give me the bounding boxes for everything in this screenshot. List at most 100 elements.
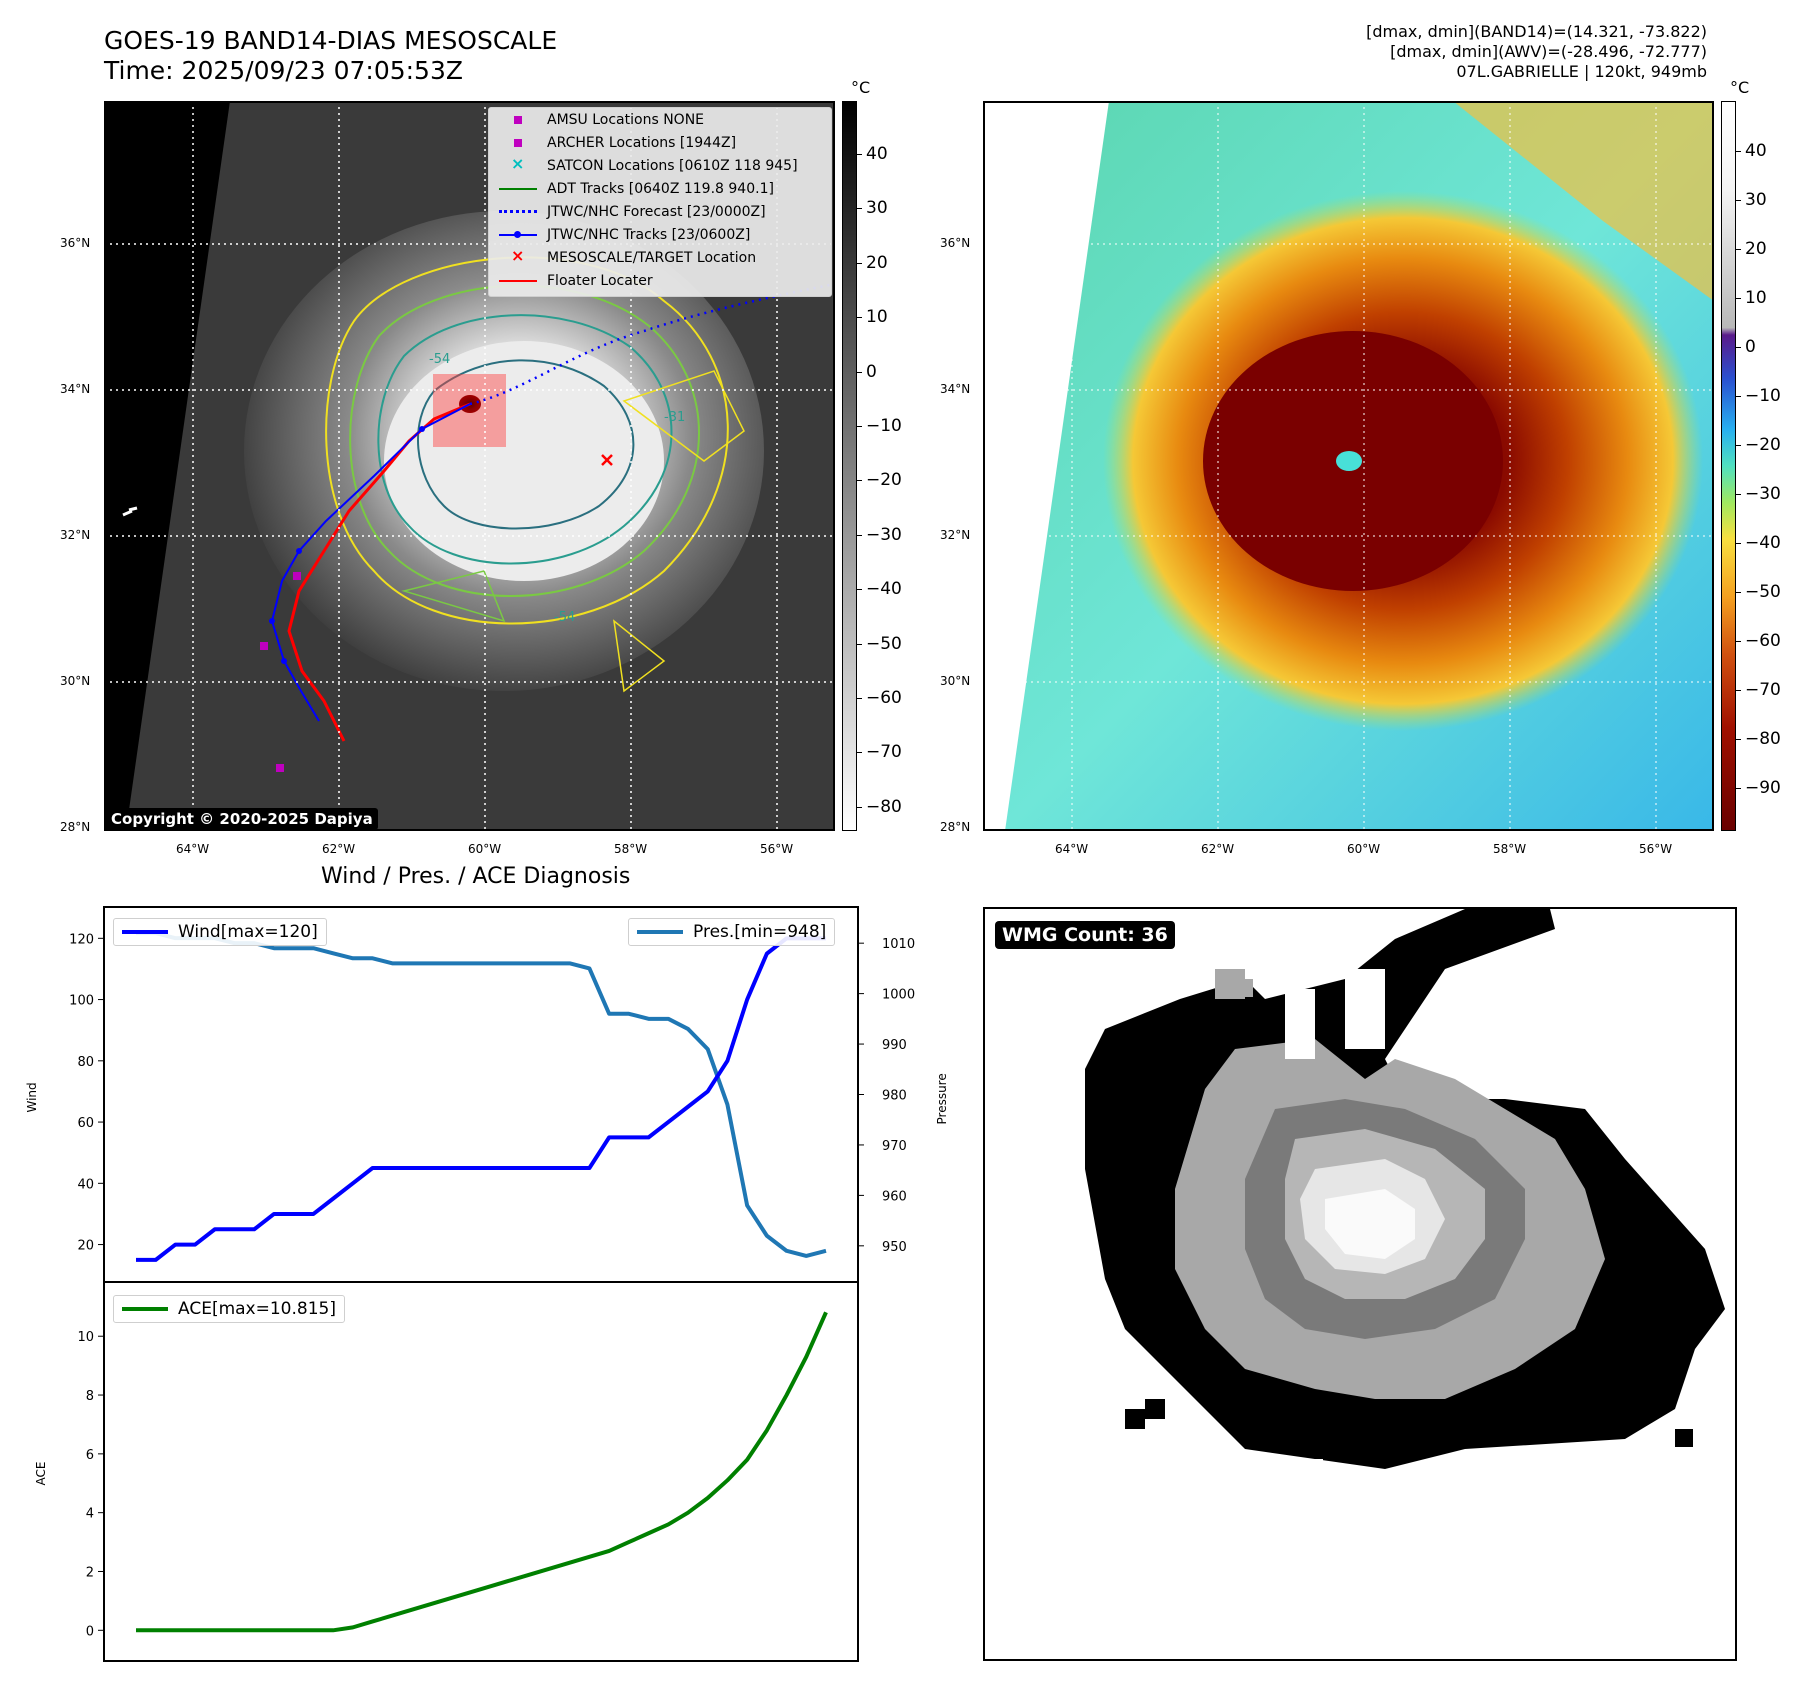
lat-label: 34°N [940, 382, 971, 396]
colorbar-tick-label: 40 [866, 144, 888, 164]
wind-axis-tick-label: 100 [69, 994, 94, 1009]
colorbar-tick [857, 262, 862, 264]
wind-axis-tick-label: 20 [77, 1239, 94, 1254]
colorbar-tick [857, 752, 862, 754]
ace-axis-tick-label: 4 [86, 1507, 94, 1522]
colorbar-tick [857, 480, 862, 482]
diagnosis-title: Wind / Pres. / ACE Diagnosis [321, 864, 631, 889]
colorbar-tick-label: 30 [1745, 190, 1767, 210]
colorbar-tick-label: −50 [866, 633, 902, 654]
legend-jtwc-tracks: JTWC/NHC Tracks [23/0600Z] [547, 227, 751, 243]
pressure-axis-tick-label: 970 [882, 1139, 907, 1154]
wind-axis-tick-label: 80 [77, 1055, 94, 1070]
pressure-axis-tick-label: 950 [882, 1240, 907, 1255]
colorbar-tick [1736, 151, 1741, 152]
pressure-series-line [136, 931, 827, 1258]
colorbar-tick-label: 20 [866, 252, 888, 273]
colorbar-tick-label: 40 [1745, 141, 1767, 161]
lat-label: 28°N [60, 820, 91, 834]
ace-series-line [136, 1311, 828, 1633]
colorbar-tick-label: 0 [1745, 337, 1756, 357]
pressure-legend: Pres.[min=948] [628, 918, 836, 946]
colorbar-tick-label: −40 [866, 579, 902, 600]
colorbar-tick-label: −30 [1745, 484, 1781, 504]
wind-axis-tick-label: 120 [69, 932, 94, 947]
colorbar-tick [857, 589, 862, 591]
lon-label: 64°W [1055, 842, 1089, 856]
colorbar-tick [1736, 543, 1741, 544]
colorbar-tick-label: −70 [1745, 680, 1781, 700]
legend-satcon: SATCON Locations [0610Z 118 945] [547, 158, 798, 174]
archer-marker [293, 572, 301, 580]
colorbar-tick [857, 643, 862, 645]
colorbar-tick-label: 20 [1745, 239, 1767, 259]
lat-label: 28°N [940, 820, 971, 834]
pressure-axis-tick-label: 980 [882, 1089, 907, 1104]
lat-label: 36°N [940, 236, 971, 250]
lon-label: 58°W [614, 842, 648, 856]
lat-label: 32°N [940, 528, 971, 542]
lat-label: 32°N [60, 528, 91, 542]
archer-marker [276, 764, 284, 772]
wmg-panel: WMG Count: 36 [983, 907, 1737, 1661]
wind-axis-tick-label: 60 [77, 1116, 94, 1131]
colorbar-tick [1736, 445, 1741, 446]
lon-label: 58°W [1493, 842, 1527, 856]
wind-axis-tick-label: 40 [77, 1177, 94, 1192]
colorbar-tick-label: −20 [1745, 435, 1781, 455]
lon-label: 64°W [176, 842, 210, 856]
contour-label: -54 [429, 352, 450, 367]
colorbar-tick-label: 10 [1745, 288, 1767, 308]
info-line3: 07L.GABRIELLE | 120kt, 949mb [1456, 62, 1707, 81]
colorbar-tick-label: −20 [866, 470, 902, 491]
grayscale-map-panel: -54 -31 -54 AMSU Locations NONE ARCHER L… [104, 101, 835, 831]
colorbar-tick-label: −70 [866, 742, 902, 763]
legend-forecast: JTWC/NHC Forecast [23/0000Z] [547, 204, 766, 220]
lon-label: 62°W [322, 842, 356, 856]
pressure-axis-tick-label: 1010 [882, 937, 915, 952]
colorbar-tick [857, 426, 862, 427]
lon-label: 62°W [1201, 842, 1235, 856]
ace-axis-label: ACE [34, 1462, 48, 1486]
ace-legend: ACE[max=10.815] [113, 1295, 345, 1323]
color-colorbar [1721, 101, 1736, 831]
ace-plot-frame [103, 1281, 859, 1662]
legend-archer: ARCHER Locations [1944Z] [547, 135, 737, 151]
lon-label: 56°W [1639, 842, 1673, 856]
map-gridlines [983, 101, 1714, 831]
ace-axis-tick-label: 8 [86, 1389, 94, 1404]
lat-label: 36°N [60, 236, 91, 250]
figure-title-line1: GOES-19 BAND14-DIAS MESOSCALE [104, 26, 558, 55]
colorbar-tick-label: −30 [866, 524, 902, 545]
wmg-count-badge: WMG Count: 36 [995, 921, 1175, 949]
colorbar-tick-label: −10 [866, 416, 902, 436]
colorbar-tick-label: 10 [866, 307, 888, 328]
colorbar-tick [1736, 347, 1741, 348]
colorbar-tick-label: −90 [1745, 778, 1781, 798]
colorbar-tick [1736, 494, 1741, 495]
map-legend: AMSU Locations NONE ARCHER Locations [19… [488, 107, 832, 297]
colorbar-tick [1736, 788, 1741, 789]
legend-adt: ADT Tracks [0640Z 119.8 940.1] [547, 181, 774, 197]
colorbar-tick-label: −10 [1745, 386, 1781, 406]
ace-axis-tick-label: 2 [86, 1565, 94, 1580]
colorbar-unit: °C [1730, 78, 1750, 97]
colorbar-tick [1736, 298, 1741, 299]
colorbar-tick-label: −60 [1745, 631, 1781, 651]
grayscale-colorbar [842, 101, 857, 831]
wmg-grid [1085, 909, 1725, 1475]
colorbar-tick [1736, 592, 1741, 593]
legend-target: MESOSCALE/TARGET Location [547, 250, 757, 266]
wind-legend: Wind[max=120] [113, 918, 327, 946]
colorbar-tick-label: 0 [866, 361, 877, 382]
jtwc-forecast-track [469, 282, 835, 406]
contour-label: -31 [664, 410, 685, 425]
lat-label: 34°N [60, 382, 91, 396]
lon-label: 60°W [468, 842, 502, 856]
figure-title-line2: Time: 2025/09/23 07:05:53Z [104, 56, 463, 85]
colorbar-tick-label: −80 [866, 796, 902, 817]
colorbar-tick [1736, 200, 1741, 201]
colorbar-tick [857, 806, 862, 808]
lon-label: 56°W [760, 842, 794, 856]
colorbar-unit: °C [851, 78, 871, 97]
